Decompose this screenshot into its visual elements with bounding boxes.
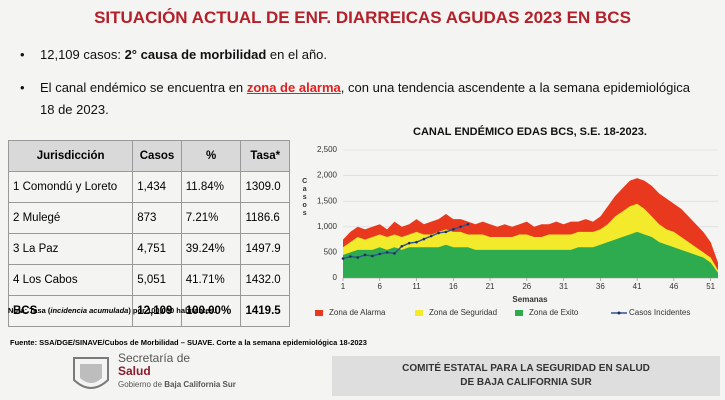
x-axis-label: Semanas <box>512 295 548 304</box>
highlight: zona de alarma <box>246 80 341 95</box>
cell: 4,751 <box>132 233 182 265</box>
committee-box: COMITÉ ESTATAL PARA LA SEGURIDAD EN SALU… <box>332 356 720 396</box>
point <box>415 240 418 244</box>
text: Baja California Sur <box>164 380 236 389</box>
point <box>356 256 360 259</box>
point <box>422 237 426 241</box>
x-tick-label: 51 <box>706 282 715 291</box>
area <box>343 231 718 278</box>
chart: CANAL ENDÉMICO EDAS BCS, S.E. 18-2023. C… <box>301 125 718 317</box>
cell: 12,109 <box>132 295 182 327</box>
logo-text: Secretaría de Salud Gobierno de Baja Cal… <box>118 352 236 391</box>
legend-swatch <box>617 311 621 315</box>
header-cell: Tasa* <box>240 140 290 172</box>
cell: 1432.0 <box>240 264 290 296</box>
legend-swatch <box>415 310 423 316</box>
text: Nota: Tasa ( <box>8 306 51 315</box>
point <box>349 255 352 258</box>
x-tick-label: 36 <box>596 282 605 291</box>
cell: 4 Los Cabos <box>7 264 134 296</box>
text: en el año. <box>266 47 328 62</box>
x-tick-label: 21 <box>486 282 495 291</box>
text: ) por 100,000 habitantes. <box>128 306 216 315</box>
table: Jurisdicción Casos% Tasa* 1 Comondú y Loret… <box>7 140 290 327</box>
text: Secretaría de <box>118 351 191 365</box>
x-tick-label: 46 <box>669 282 678 291</box>
legend-label: Zona de Seguridad <box>429 308 497 317</box>
cell: 1419.5 <box>240 295 290 327</box>
point <box>459 225 462 229</box>
y-tick-label: 1,500 <box>317 196 338 205</box>
y-tick-label: 0 <box>333 273 338 282</box>
cell: 873 <box>132 202 182 234</box>
y-axis-label: Casos <box>301 178 308 218</box>
legend-label: Casos Incidentes <box>629 308 690 317</box>
cell: 1,434 <box>132 171 182 203</box>
text: DE BAJA CALIFORNIA SUR <box>460 377 592 388</box>
point <box>400 244 404 248</box>
text: , con una tendencia ascendente a la sema… <box>40 80 691 117</box>
legend-label: Zona de Alarma <box>329 308 386 317</box>
x-tick-label: 26 <box>522 282 531 291</box>
point <box>341 257 345 260</box>
legend-label: Zona de Exito <box>529 308 579 317</box>
text: Salud <box>118 364 151 378</box>
cell: 41.71% <box>180 264 242 296</box>
text: 2° causa de morbilidad <box>124 47 267 62</box>
y-tick-label: 2,500 <box>317 145 338 154</box>
cell: 39.24% <box>180 233 242 265</box>
cell: 1186.6 <box>240 202 290 234</box>
cell: 11.84% <box>180 171 242 203</box>
header-cell: % <box>180 140 242 172</box>
x-tick-label: 1 <box>341 282 346 291</box>
table-note: Nota: Tasa (incidencia acumulada) por 10… <box>8 306 216 315</box>
point <box>451 228 455 231</box>
legend-swatch <box>315 310 323 316</box>
cell: 2 Mulegé <box>7 202 134 234</box>
header-cell: Casos <box>132 140 182 172</box>
x-tick-label: 6 <box>378 282 383 291</box>
cell: 7.21% <box>180 202 242 234</box>
bullet: El canal endémico se encuentra en zona d… <box>18 77 690 121</box>
point <box>429 234 433 238</box>
y-tick-label: 2,000 <box>317 171 338 180</box>
cell: 5,051 <box>132 264 182 296</box>
x-tick-label: 11 <box>412 282 421 291</box>
text: Gobierno de <box>118 380 165 389</box>
source: Fuente: SSA/DGE/SINAVE/Cubos de Morbilid… <box>10 338 367 347</box>
cell: BCS <box>7 295 134 327</box>
legend-swatch <box>515 310 523 316</box>
point <box>437 231 440 235</box>
header-cell: Jurisdicción <box>7 140 134 172</box>
point <box>444 230 448 234</box>
point <box>385 251 389 254</box>
chart-title: CANAL ENDÉMICO EDAS BCS, S.E. 18-2023. <box>413 125 647 138</box>
point <box>378 252 382 256</box>
point <box>371 254 374 258</box>
cell: 3 La Paz <box>7 233 134 265</box>
cell: 1309.0 <box>240 171 290 203</box>
point <box>393 252 396 255</box>
point <box>363 253 367 257</box>
cell: 100.00% <box>180 295 242 327</box>
logo-emblem <box>73 357 109 389</box>
point <box>407 241 411 245</box>
y-tick-label: 1,000 <box>317 222 338 231</box>
text: COMITÉ ESTATAL PARA LA SEGURIDAD EN SALU… <box>402 363 650 374</box>
x-tick-label: 41 <box>633 282 642 291</box>
slide-title: SITUACIÓN ACTUAL DE ENF. DIARREICAS AGUD… <box>94 8 631 27</box>
text: 12,109 casos: <box>40 47 125 62</box>
x-tick-label: 31 <box>559 282 568 291</box>
cell: 1497.9 <box>240 233 290 265</box>
point <box>466 222 470 226</box>
x-tick-label: 16 <box>449 282 458 291</box>
bullet: 12,109 casos: 2° causa de morbilidad en … <box>18 44 690 66</box>
text: incidencia acumulada <box>50 306 129 315</box>
cell: 1 Comondú y Loreto <box>7 171 134 203</box>
y-tick-label: 500 <box>324 248 338 257</box>
text: El canal endémico se encuentra en <box>40 80 247 95</box>
